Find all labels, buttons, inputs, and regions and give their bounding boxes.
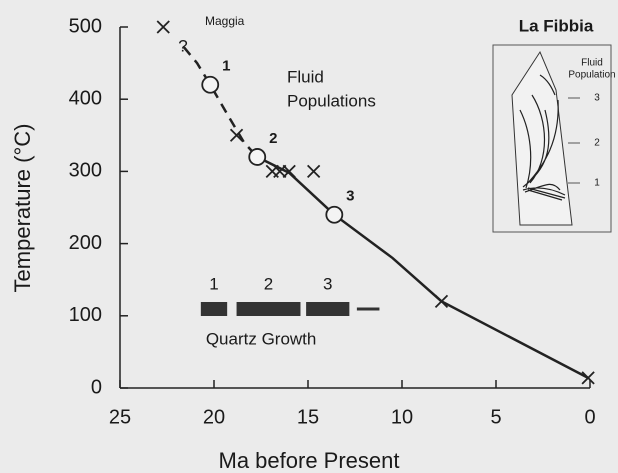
cross-marker	[157, 21, 169, 33]
x-tick-label: 25	[109, 406, 131, 428]
y-tick-label: 200	[69, 232, 102, 254]
inset: La Fibbia Fluid Population 3 2 1	[493, 16, 616, 232]
annotation: Fluid	[287, 67, 324, 86]
cross-marker	[582, 372, 594, 384]
fluid-population	[326, 207, 342, 223]
fluid-population-label: 3	[346, 188, 354, 205]
page: {"chart_data": { "type": "line", "x_labe…	[0, 0, 618, 473]
quartz-title: Quartz Growth	[206, 329, 317, 348]
inset-level: 1	[594, 178, 600, 189]
y-tick-label: 100	[69, 304, 102, 326]
quartz-bar	[201, 302, 227, 316]
inset-level: 3	[594, 93, 600, 104]
annotation: Populations	[287, 91, 376, 110]
quartz-bar-label: 3	[323, 274, 332, 293]
y-axis-title: Temperature (°C)	[10, 124, 35, 293]
quartz-bar-label: 2	[264, 274, 273, 293]
cross-marker	[308, 165, 320, 177]
inset-level: 2	[594, 138, 600, 149]
x-tick-label: 20	[203, 406, 225, 428]
fluid-population-label: 2	[269, 130, 277, 147]
x-tick-label: 5	[490, 406, 501, 428]
cooling-path	[184, 47, 257, 157]
fluid-population-label: 1	[222, 58, 230, 75]
annotation: Maggia	[205, 14, 245, 28]
quartz-bar	[306, 302, 349, 316]
x-tick-label: 0	[584, 406, 595, 428]
x-axis-title: Ma before Present	[219, 448, 400, 473]
x-tick-label: 15	[297, 406, 319, 428]
y-tick-label: 500	[69, 15, 102, 37]
y-tick-label: 0	[91, 376, 102, 398]
quartz-bar-label: 1	[209, 274, 218, 293]
chart: La Fibbia Fluid Population 3 2 1 Ma befo…	[0, 0, 618, 473]
fluid-population	[249, 149, 265, 165]
inset-legend: Population	[568, 70, 615, 81]
x-tick-label: 10	[391, 406, 413, 428]
inset-title: La Fibbia	[519, 16, 594, 35]
quartz-bar	[357, 308, 380, 311]
crystal-outline	[512, 52, 572, 225]
annotation: ?	[178, 36, 187, 55]
inset-legend: Fluid	[581, 58, 603, 69]
cross-marker	[435, 295, 447, 307]
fluid-population	[202, 77, 218, 93]
quartz-bar	[237, 302, 301, 316]
y-tick-label: 400	[69, 87, 102, 109]
y-tick-label: 300	[69, 160, 102, 182]
